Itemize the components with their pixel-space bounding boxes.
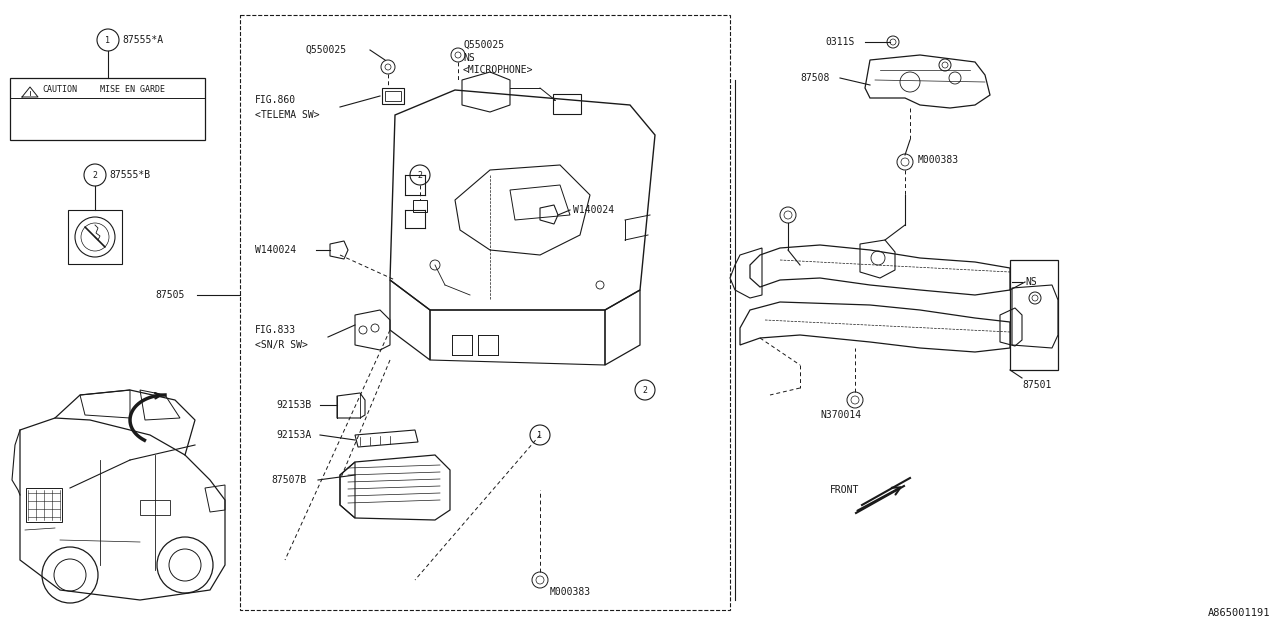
Text: <TELEMA SW>: <TELEMA SW> (255, 110, 320, 120)
Bar (381, 88, 404, 104)
Text: W140024: W140024 (573, 205, 614, 215)
Text: 1: 1 (105, 35, 110, 45)
Text: FIG.833: FIG.833 (255, 325, 296, 335)
Text: FIG.860: FIG.860 (255, 95, 296, 105)
Bar (413, 200, 428, 212)
Text: 87555*A: 87555*A (122, 35, 163, 45)
Text: 87507B: 87507B (271, 475, 306, 485)
Text: MISE EN GARDE: MISE EN GARDE (100, 84, 165, 93)
Bar (10, 78, 205, 140)
Bar (385, 91, 401, 101)
Text: A865001191: A865001191 (1207, 608, 1270, 618)
Text: Q550025: Q550025 (305, 45, 346, 55)
Text: M000383: M000383 (550, 587, 591, 597)
Text: CAUTION: CAUTION (42, 84, 77, 93)
Circle shape (97, 29, 119, 51)
Circle shape (530, 425, 550, 445)
Text: 2: 2 (92, 170, 97, 179)
Text: Q550025: Q550025 (463, 40, 504, 50)
Bar (140, 500, 170, 515)
Text: <SN/R SW>: <SN/R SW> (255, 340, 308, 350)
Text: N370014: N370014 (820, 410, 861, 420)
Text: 87508: 87508 (800, 73, 829, 83)
Bar (68, 210, 122, 264)
Text: FRONT: FRONT (829, 485, 859, 495)
Text: W140024: W140024 (255, 245, 296, 255)
Text: 92153A: 92153A (276, 430, 311, 440)
Circle shape (410, 165, 430, 185)
Circle shape (635, 380, 655, 400)
Text: 1: 1 (538, 431, 543, 440)
Text: NS: NS (1025, 277, 1037, 287)
Text: 2: 2 (417, 170, 422, 179)
Bar (26, 488, 61, 522)
Text: NS: NS (463, 53, 475, 63)
Circle shape (84, 164, 106, 186)
Text: <MICROPHONE>: <MICROPHONE> (463, 65, 534, 75)
Text: 92153B: 92153B (276, 400, 311, 410)
Text: M000383: M000383 (918, 155, 959, 165)
Bar (553, 94, 581, 114)
Bar (1010, 260, 1059, 370)
Text: 0311S: 0311S (826, 37, 854, 47)
Text: 87501: 87501 (1021, 380, 1051, 390)
Text: 87505: 87505 (155, 290, 184, 300)
Bar (241, 15, 730, 610)
Text: 2: 2 (643, 385, 648, 394)
Text: 87555*B: 87555*B (109, 170, 150, 180)
